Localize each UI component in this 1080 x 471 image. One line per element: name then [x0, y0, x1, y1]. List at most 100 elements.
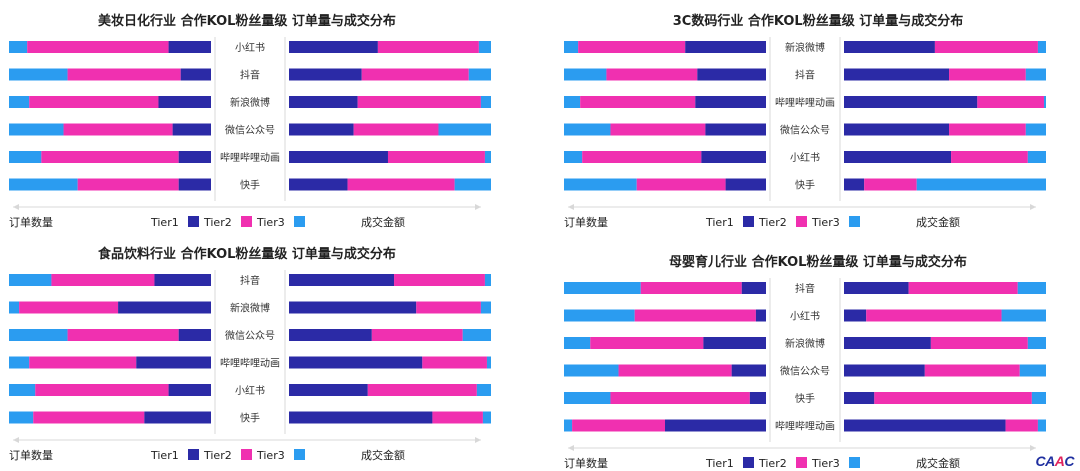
bar-left-tier1	[178, 151, 211, 163]
legend-label-tier3: Tier3	[256, 216, 285, 229]
bar-left-tier3	[564, 123, 611, 136]
category-label: 微信公众号	[225, 329, 275, 342]
bar-right-tier1	[289, 123, 354, 136]
bar-right-tier2	[367, 384, 477, 396]
bar-right-tier1	[289, 411, 433, 424]
bar-right-tier1	[289, 178, 348, 191]
bar-left-tier1	[158, 96, 211, 108]
bar-left-tier3	[564, 364, 619, 377]
bar-left-tier1	[178, 178, 211, 191]
bar-right-tier3	[1019, 364, 1046, 377]
legend-label-tier2: Tier2	[758, 216, 787, 229]
bar-right-tier2	[416, 301, 481, 314]
chart-svg-3c: 3C数码行业 合作KOL粉丝量级 订单量与成交分布 新浪微博抖音哔哩哔哩动画微信…	[564, 13, 1046, 229]
bar-right-tier1	[844, 151, 952, 163]
category-label: 新浪微博	[230, 96, 270, 109]
bar-right-tier2	[977, 96, 1044, 108]
bar-right-tier2	[864, 178, 917, 191]
category-label: 抖音	[240, 69, 260, 82]
bar-left-tier3	[9, 41, 28, 53]
category-label: 哔哩哔哩动画	[775, 96, 835, 109]
bar-right-tier1	[844, 392, 875, 404]
bar-right-tier1	[844, 178, 865, 191]
bar-left-tier2	[634, 309, 756, 322]
bar-right-tier3	[480, 96, 491, 108]
bar-right-tier2	[361, 68, 469, 81]
bar-right-tier3	[1017, 282, 1046, 294]
bar-left-tier3	[9, 151, 42, 163]
bar-right-tier1	[844, 419, 1006, 432]
bar-left-tier1	[731, 364, 766, 377]
bar-left-tier1	[168, 384, 211, 396]
bar-right-tier2	[930, 337, 1028, 349]
bar-right-tier1	[289, 151, 388, 163]
bar-left-tier1	[697, 68, 766, 81]
left-axis-label: 订单数量	[564, 457, 608, 470]
bar-right-tier2	[924, 364, 1020, 377]
bar-right-tier2	[371, 329, 463, 341]
bar-left-tier2	[580, 96, 696, 108]
bar-left-tier2	[77, 178, 179, 191]
bar-left-tier3	[564, 309, 635, 322]
bar-left-tier1	[665, 419, 766, 432]
bar-right-tier2	[394, 274, 485, 286]
legend-swatch-tier2	[796, 216, 807, 227]
axis-arrow-left	[568, 445, 574, 451]
bar-right-tier1	[844, 364, 925, 377]
bar-left-tier1	[172, 123, 211, 136]
bar-right-tier1	[289, 356, 423, 369]
bar-left-tier2	[640, 282, 742, 294]
bar-left-tier2	[51, 274, 155, 286]
category-label: 新浪微博	[785, 337, 825, 350]
bar-right-tier2	[1005, 419, 1038, 432]
bar-right-tier3	[484, 274, 491, 286]
bar-left-tier2	[27, 41, 169, 53]
category-label: 新浪微博	[230, 302, 270, 315]
bar-left-tier1	[178, 329, 211, 341]
chart-panel-baby: 母婴育儿行业 合作KOL粉丝量级 订单量与成交分布 抖音 小红书 新浪微博 微信公众号…	[560, 246, 1080, 471]
legend-swatch-tier3	[294, 449, 305, 460]
category-label: 微信公众号	[780, 124, 830, 137]
bar-left-tier3	[564, 282, 641, 294]
bar-left-tier2	[618, 364, 732, 377]
bar-right-tier2	[353, 123, 439, 136]
bar-left-tier1	[136, 356, 211, 369]
bar-left-tier2	[572, 419, 665, 432]
bar-right-tier1	[844, 309, 867, 322]
left-axis-label: 订单数量	[9, 216, 53, 229]
bar-left-tier2	[578, 41, 686, 53]
bar-left-tier2	[590, 337, 704, 349]
legend-swatch-tier2	[241, 449, 252, 460]
bar-left-tier2	[29, 356, 137, 369]
bar-left-tier1	[168, 41, 211, 53]
bar-left-tier2	[29, 96, 159, 108]
bar-right-tier3	[438, 123, 491, 136]
legend-swatch-tier1	[743, 457, 754, 468]
bar-left-tier3	[9, 178, 78, 191]
legend-swatch-tier3	[294, 216, 305, 227]
bar-right-tier3	[476, 384, 491, 396]
right-axis-label: 成交金额	[916, 456, 960, 470]
right-axis-label: 成交金额	[361, 215, 405, 229]
bar-left-tier3	[564, 96, 581, 108]
bar-left-tier3	[9, 411, 34, 424]
bar-right-tier1	[289, 68, 362, 81]
bar-right-tier3	[462, 329, 491, 341]
chart-title: 食品饮料行业 合作KOL粉丝量级 订单量与成交分布	[98, 246, 396, 262]
legend-swatch-tier1	[188, 449, 199, 460]
left-axis-label: 订单数量	[564, 216, 608, 229]
bar-left-tier1	[695, 96, 766, 108]
category-label: 小红书	[235, 384, 265, 397]
chart-title: 3C数码行业 合作KOL粉丝量级 订单量与成交分布	[673, 13, 963, 29]
bar-right-tier3	[478, 41, 491, 53]
bar-left-tier1	[705, 123, 766, 136]
bar-right-tier1	[844, 96, 978, 108]
category-label: 小红书	[235, 41, 265, 54]
chart-title: 母婴育儿行业 合作KOL粉丝量级 订单量与成交分布	[669, 254, 967, 270]
bar-right-tier2	[908, 282, 1018, 294]
legend-swatch-tier3	[849, 216, 860, 227]
bar-right-tier3	[1025, 123, 1046, 136]
category-label: 快手	[795, 392, 815, 405]
bar-left-tier2	[67, 68, 181, 81]
bar-right-tier1	[289, 96, 358, 108]
